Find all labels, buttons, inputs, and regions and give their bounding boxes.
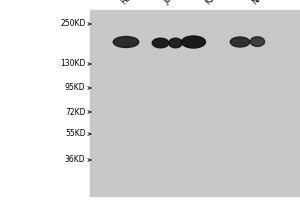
Ellipse shape xyxy=(113,36,139,47)
Ellipse shape xyxy=(169,38,182,48)
Ellipse shape xyxy=(182,36,206,48)
Bar xyxy=(90,10,300,196)
Text: NIH/3T3: NIH/3T3 xyxy=(250,0,278,6)
Text: K562: K562 xyxy=(204,0,224,6)
Text: Jurkat: Jurkat xyxy=(162,0,184,6)
Text: 36KD: 36KD xyxy=(65,156,85,164)
Text: 55KD: 55KD xyxy=(65,130,85,139)
Text: Hela: Hela xyxy=(120,0,138,6)
Text: 130KD: 130KD xyxy=(60,60,85,68)
Ellipse shape xyxy=(230,37,250,47)
Text: 95KD: 95KD xyxy=(65,83,85,92)
Text: 250KD: 250KD xyxy=(60,20,85,28)
Ellipse shape xyxy=(152,38,169,48)
Ellipse shape xyxy=(250,37,265,46)
Text: 72KD: 72KD xyxy=(65,108,85,116)
